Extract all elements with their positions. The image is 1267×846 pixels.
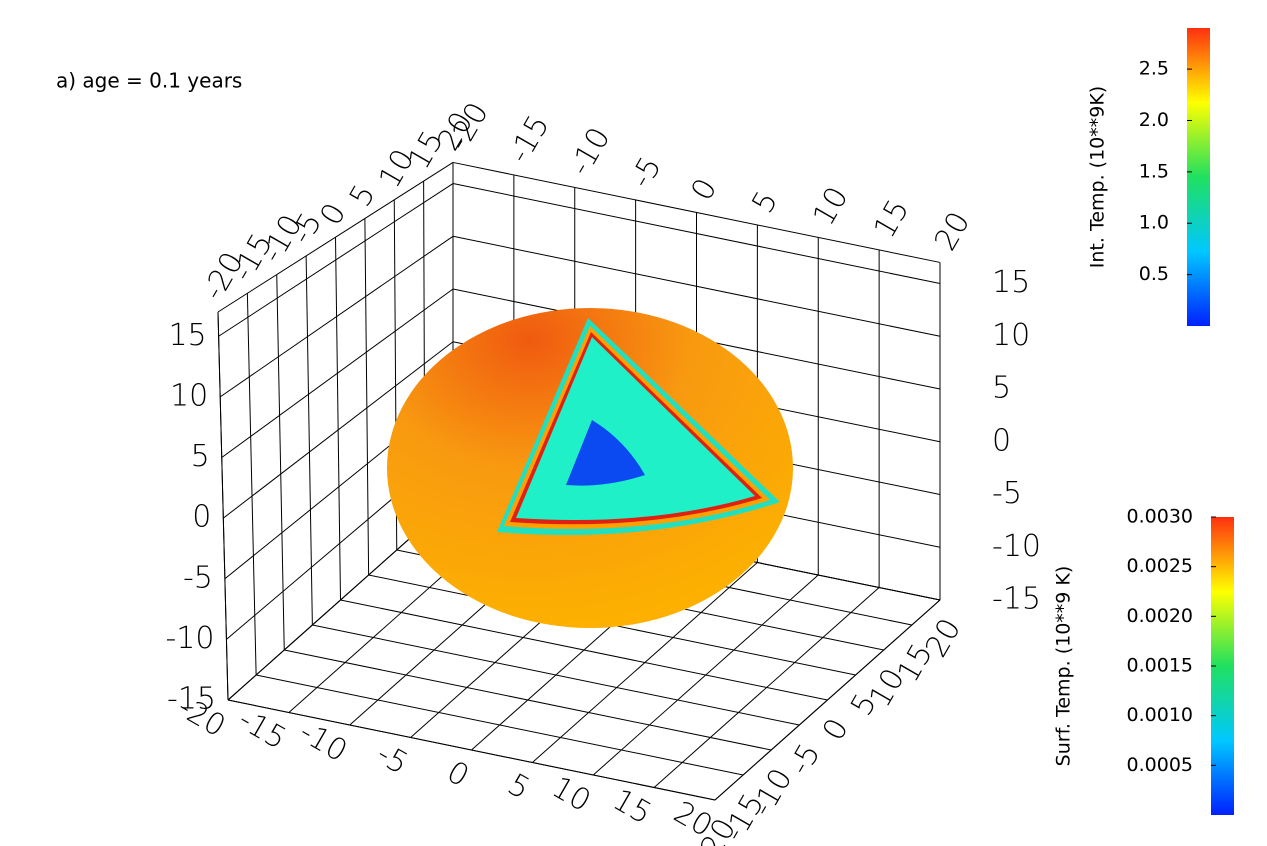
colorbar-tick-label: 0.0015 (1127, 655, 1193, 677)
grid-line (284, 649, 772, 751)
tick-label: -10 (165, 621, 214, 656)
tick-label: -10 (992, 529, 1041, 564)
tick-label: 10 (806, 181, 855, 232)
tick-label: -15 (232, 702, 292, 757)
tick-label: 5 (191, 439, 210, 474)
grid-line (219, 235, 454, 398)
colorbar-tick-label: 2.5 (1139, 58, 1169, 80)
tick-label: 15 (607, 782, 658, 831)
grid-line (218, 183, 454, 337)
tick-label: -5 (992, 476, 1022, 511)
colorbar (1211, 517, 1234, 815)
colorbar-tick-label: 0.0020 (1127, 605, 1193, 627)
tick-label: 5 (992, 371, 1011, 406)
colorbar-tick-label: 0.0005 (1127, 754, 1193, 776)
grid-line (340, 599, 828, 701)
tick-label: 5 (745, 185, 785, 219)
tick-label: 0 (192, 500, 211, 535)
tick-label: -15 (502, 109, 557, 169)
tick-label: 10 (170, 378, 208, 413)
sphere (387, 308, 793, 628)
colorbars: Int. Temp. (10**9K) 0.5 1.0 1.5 2.0 2.5 Surf. … (1053, 28, 1234, 815)
tick-label: 0 (816, 713, 856, 747)
grid-line (452, 183, 941, 285)
grid-line (335, 237, 341, 601)
colorbar-tick-label: 0.5 (1139, 263, 1169, 285)
colorbar-tick-label: 0.0030 (1127, 506, 1193, 528)
grid-line (246, 293, 257, 676)
grid-line (223, 341, 454, 519)
grid-line (312, 624, 800, 726)
colorbar-tick-label: 0.0025 (1127, 555, 1193, 577)
grid-line (217, 311, 229, 701)
grid-line (364, 218, 370, 576)
tick-label: 15 (867, 194, 916, 245)
grid-line (256, 674, 744, 776)
tick-label: -10 (293, 714, 353, 769)
tick-label: -5 (370, 737, 413, 782)
grid-line (305, 255, 313, 626)
tick-label: 20 (928, 206, 977, 257)
tick-label: -5 (183, 560, 213, 595)
colorbar-tick-label: 1.5 (1139, 160, 1169, 182)
tick-label: -5 (624, 151, 669, 194)
grid-line (227, 699, 716, 801)
chart-title: a) age = 0.1 years (56, 69, 242, 93)
colorbar-tick-label: 2.0 (1139, 109, 1169, 131)
tick-label: 0 (992, 423, 1011, 458)
grid-line (221, 288, 454, 458)
grid-line (276, 274, 285, 651)
tick-label: 10 (992, 318, 1030, 353)
tick-label: 0 (684, 173, 724, 207)
tick-label: 0 (441, 754, 475, 794)
tick-label: 10 (546, 770, 597, 819)
colorbar-tick-label: 1.0 (1139, 212, 1169, 234)
tick-label: -15 (992, 582, 1041, 617)
tick-label: -15 (167, 682, 216, 717)
core (566, 420, 645, 486)
tick-label: 15 (168, 318, 206, 353)
tick-label: 5 (343, 179, 383, 213)
colorbar (1187, 28, 1210, 326)
grid-line (452, 235, 941, 337)
colorbar-label: Surf. Temp. (10**9 K) (1053, 566, 1075, 767)
tick-label: -10 (563, 122, 618, 182)
tick-label: 5 (502, 767, 536, 807)
colorbar-label: Int. Temp. (10**9K) (1087, 86, 1109, 268)
tick-label: 15 (992, 265, 1030, 300)
colorbar-tick-label: 0.0010 (1127, 704, 1193, 726)
